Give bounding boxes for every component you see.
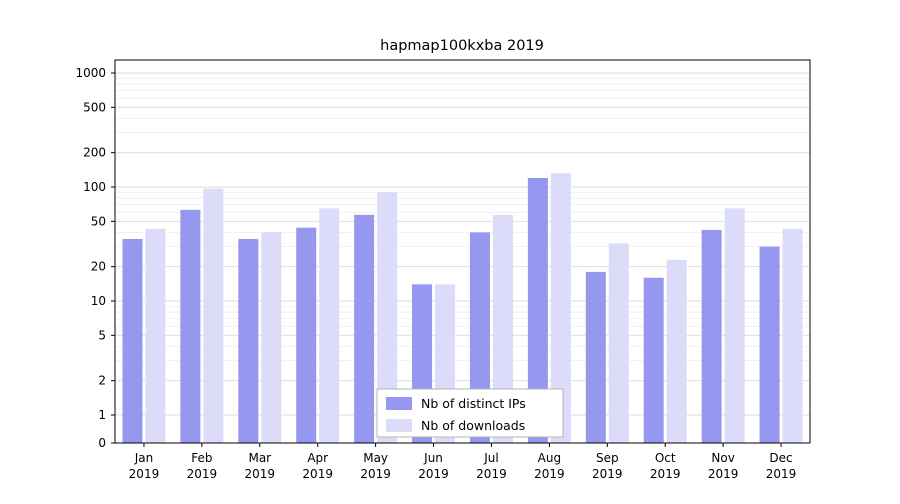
bar — [666, 259, 687, 443]
y-tick-label: 500 — [83, 100, 106, 114]
x-tick-label-month: Jul — [483, 451, 498, 465]
y-tick-label: 5 — [98, 328, 106, 342]
axis-ticks: 0 1 2 5 10 20 50 100 200 500 1000 Jan 2019 Feb 2019 Mar… — [75, 66, 796, 481]
bar — [377, 192, 398, 443]
x-tick-label-year: 2019 — [534, 467, 565, 481]
x-tick-label-month: May — [363, 451, 388, 465]
bar — [643, 277, 664, 443]
bar — [203, 188, 224, 443]
y-tick-label: 10 — [91, 294, 106, 308]
bar — [261, 232, 282, 443]
legend-label-downloads: Nb of downloads — [421, 418, 525, 433]
bar — [492, 214, 513, 443]
x-tick-label-month: Jun — [423, 451, 443, 465]
x-tick-label-year: 2019 — [245, 467, 276, 481]
x-tick-label-year: 2019 — [129, 467, 160, 481]
bar — [608, 243, 629, 443]
chart-title: hapmap100kxba 2019 — [380, 38, 544, 54]
x-tick-label-year: 2019 — [476, 467, 507, 481]
bar — [782, 228, 803, 443]
y-tick-label: 100 — [83, 180, 106, 194]
x-tick-label-month: Apr — [307, 451, 328, 465]
bar — [724, 208, 745, 443]
x-tick-label-year: 2019 — [708, 467, 739, 481]
x-tick-label-year: 2019 — [650, 467, 681, 481]
y-tick-label: 2 — [98, 374, 106, 388]
y-tick-label: 1000 — [75, 66, 106, 80]
y-tick-label: 1 — [98, 408, 106, 422]
gridlines — [115, 72, 810, 416]
x-tick-label-year: 2019 — [418, 467, 449, 481]
bar — [145, 228, 166, 443]
legend-swatch-distinct-ips — [386, 397, 412, 410]
bar — [122, 238, 143, 443]
plot-border — [114, 59, 811, 444]
y-tick-label: 0 — [98, 436, 106, 450]
bar — [238, 238, 259, 443]
x-tick-label-month: Nov — [711, 451, 734, 465]
x-tick-label-year: 2019 — [360, 467, 391, 481]
bar — [319, 208, 340, 443]
x-tick-label-month: Jan — [134, 451, 154, 465]
bars — [122, 173, 803, 444]
y-tick-label: 20 — [91, 260, 106, 274]
x-tick-label-month: Aug — [538, 451, 561, 465]
bar — [550, 173, 571, 443]
y-tick-label: 200 — [83, 146, 106, 160]
x-tick-label-year: 2019 — [766, 467, 797, 481]
bar — [296, 227, 317, 443]
x-tick-label-month: Oct — [655, 451, 676, 465]
legend: Nb of distinct IPs Nb of downloads — [376, 388, 564, 438]
bar — [759, 246, 780, 443]
bar — [527, 177, 548, 444]
bar — [354, 214, 375, 443]
y-tick-label: 50 — [91, 214, 106, 228]
x-tick-label-year: 2019 — [592, 467, 623, 481]
x-tick-label-month: Dec — [769, 451, 792, 465]
legend-swatch-downloads — [386, 419, 412, 432]
x-tick-label-month: Sep — [596, 451, 619, 465]
x-tick-label-month: Feb — [191, 451, 212, 465]
bar — [180, 209, 201, 443]
x-tick-label-month: Mar — [248, 451, 271, 465]
bar — [585, 271, 606, 443]
bar — [701, 229, 722, 443]
legend-label-distinct-ips: Nb of distinct IPs — [421, 396, 526, 411]
x-tick-label-year: 2019 — [187, 467, 218, 481]
x-tick-label-year: 2019 — [302, 467, 333, 481]
